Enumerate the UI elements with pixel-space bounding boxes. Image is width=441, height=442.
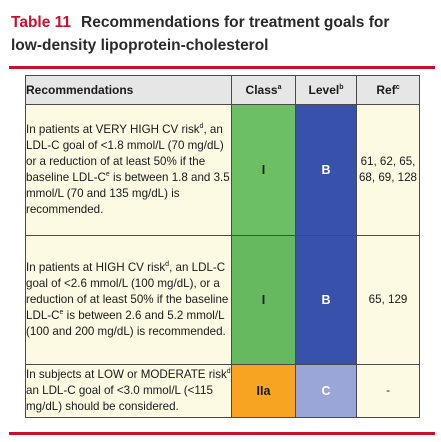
- recommendation-text: In patients at HIGH CV riskd, an LDL-C g…: [25, 235, 232, 365]
- level-cell: C: [295, 364, 357, 418]
- recommendations-table: Recommendations Classa Levelb Refc In pa…: [25, 75, 420, 418]
- ref-cell: 65, 129: [356, 235, 420, 365]
- class-cell: IIa: [231, 364, 296, 418]
- header-level: Levelb: [295, 75, 357, 105]
- table-title: Table 11 Recommendations for treatment go…: [11, 11, 435, 57]
- title-text-line-1: Recommendations for treatment goals for: [81, 14, 390, 31]
- level-cell: B: [295, 235, 357, 365]
- table-header-row: Recommendations Classa Levelb Refc: [25, 75, 420, 105]
- table-number: Table 11: [11, 14, 72, 31]
- level-cell: B: [295, 104, 357, 236]
- class-cell: I: [231, 104, 296, 236]
- bottom-rule: [9, 432, 435, 435]
- recommendation-text: In subjects at LOW or MODERATE riskd an …: [25, 364, 232, 418]
- ref-cell: -: [356, 364, 420, 418]
- class-cell: I: [231, 235, 296, 365]
- header-ref: Refc: [356, 75, 420, 105]
- table-row: In subjects at LOW or MODERATE riskd an …: [25, 364, 420, 418]
- header-recommendations: Recommendations: [25, 75, 232, 105]
- table-row: In patients at HIGH CV riskd, an LDL-C g…: [25, 235, 420, 365]
- top-rule: [9, 66, 435, 69]
- header-class: Classa: [231, 75, 296, 105]
- ref-cell: 61, 62, 65, 68, 69, 128: [356, 104, 420, 236]
- table-row: In patients at VERY HIGH CV riskd, an LD…: [25, 104, 420, 236]
- recommendation-text: In patients at VERY HIGH CV riskd, an LD…: [25, 104, 232, 236]
- title-line-1: Table 11 Recommendations for treatment go…: [11, 11, 435, 34]
- title-text-line-2: low-density lipoprotein-cholesterol: [11, 37, 269, 54]
